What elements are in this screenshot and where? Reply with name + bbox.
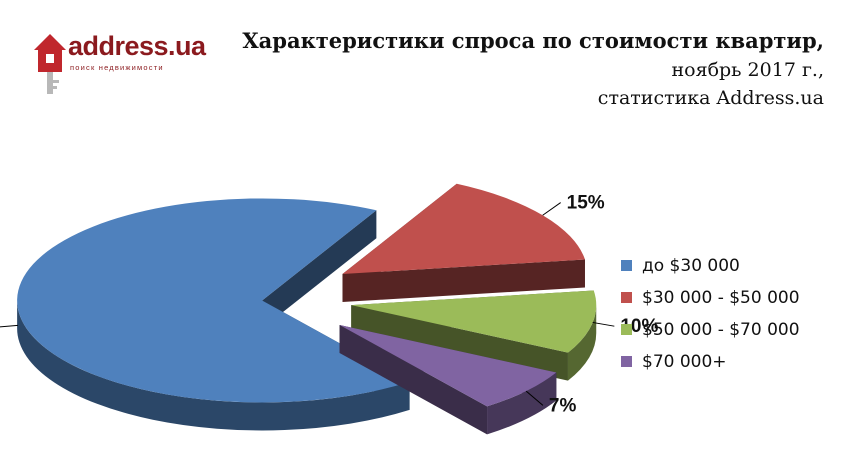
legend-swatch-30-000-50-000 (621, 292, 632, 303)
logo-tagline: поиск недвижимости (70, 63, 164, 72)
title-line-2: ноябрь 2017 г., (671, 59, 824, 81)
legend-swatch-30-000 (621, 260, 632, 271)
pie-slice-30-000-50-000 (342, 183, 585, 303)
title-line-3: статистика Address.ua (597, 87, 824, 109)
leader-line-70-000 (525, 390, 544, 406)
title-line-1: Характеристики спроса по стоимости кварт… (242, 28, 824, 53)
legend-label-30-000: до $30 000 (642, 256, 740, 276)
legend-label-30-000-50-000: $30 000 - $50 000 (642, 288, 800, 308)
data-label-30-000-50-000: 15% (567, 193, 605, 214)
legend-swatch-70-000 (621, 356, 632, 367)
leader-line-30-000-50-000 (542, 202, 561, 216)
data-label-70-000: 7% (549, 395, 577, 416)
pie-slice-70-000 (339, 324, 557, 435)
pie-slice-50-000-70-000 (351, 290, 597, 381)
chart-title: Характеристики спроса по стоимости кварт… (242, 26, 824, 112)
logo-wordmark: address.ua (68, 31, 206, 61)
legend-label-70-000: $70 000+ (642, 352, 727, 372)
house-key-icon (34, 34, 66, 94)
pie-slice-30-000 (17, 198, 410, 431)
leader-line-50-000-70-000 (592, 321, 615, 327)
chart-legend: до $30 000 $30 000 - $50 000 $50 000 - $70… (621, 256, 800, 372)
legend-swatch-50-000-70-000 (621, 324, 632, 335)
pie-slices (17, 183, 597, 435)
legend-label-50-000-70-000: $50 000 - $70 000 (642, 320, 800, 340)
address-ua-logo (30, 28, 200, 100)
leader-line-30-000 (0, 324, 18, 328)
